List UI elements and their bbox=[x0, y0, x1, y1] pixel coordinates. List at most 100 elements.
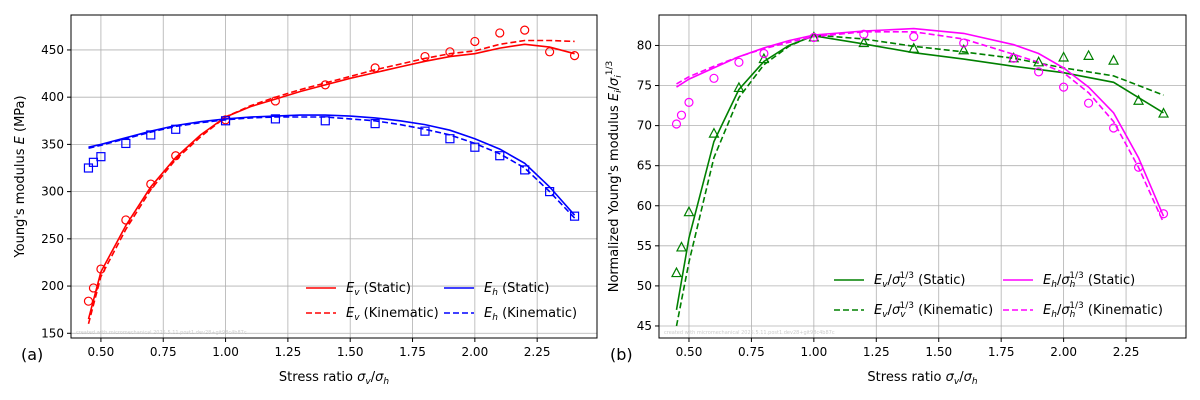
x-tick-label: 1.75 bbox=[988, 345, 1015, 359]
data-point bbox=[1033, 56, 1045, 67]
panel-a-chart: created with micromechanical 2025.5.11.p… bbox=[13, 14, 598, 387]
data-point bbox=[1058, 51, 1070, 62]
data-point bbox=[809, 32, 819, 43]
data-point bbox=[270, 114, 281, 124]
data-point bbox=[683, 205, 695, 217]
data-point bbox=[958, 43, 970, 55]
data-point bbox=[545, 47, 555, 57]
data-point bbox=[445, 134, 455, 144]
legend: Ev/σv1/3 (Static) Ev/σv1/3 (Kinematic) Eh/… bbox=[834, 271, 1163, 320]
data-point bbox=[733, 81, 745, 93]
x-axis-label: Stress ratio σv/σh bbox=[279, 370, 389, 387]
data-point bbox=[171, 151, 181, 161]
data-point bbox=[171, 124, 181, 134]
y-tick-label: 80 bbox=[637, 38, 652, 52]
data-point bbox=[88, 157, 99, 167]
data-point bbox=[908, 42, 920, 53]
x-tick-label: 0.75 bbox=[738, 345, 765, 359]
grid bbox=[71, 15, 597, 338]
legend-entry: Ev/σv1/3 (Kinematic) bbox=[874, 301, 993, 320]
data-point bbox=[146, 130, 156, 140]
legend-entry: Eh/σh1/3 (Kinematic) bbox=[1043, 301, 1163, 320]
data-point bbox=[445, 47, 455, 57]
y-tick-label: 75 bbox=[637, 79, 652, 93]
y-tick-label: 65 bbox=[637, 159, 652, 173]
data-point bbox=[83, 163, 94, 173]
data-point bbox=[495, 28, 505, 38]
data-point bbox=[520, 165, 530, 175]
panel-label: (b) bbox=[610, 345, 633, 364]
x-tick-label: 2.25 bbox=[524, 345, 551, 359]
y-tick-label: 350 bbox=[41, 137, 64, 151]
y-tick-label: 60 bbox=[637, 199, 652, 213]
data-point bbox=[859, 29, 869, 39]
data-point bbox=[420, 51, 430, 62]
y-tick-label: 50 bbox=[637, 279, 652, 293]
x-tick-label: 0.50 bbox=[676, 345, 703, 359]
data-point bbox=[146, 179, 156, 189]
data-point bbox=[676, 110, 687, 120]
data-point bbox=[959, 38, 969, 48]
data-point bbox=[1133, 162, 1144, 172]
x-axis-label: Stress ratio σv/σh bbox=[867, 370, 977, 387]
data-point bbox=[270, 96, 281, 106]
data-point bbox=[675, 241, 687, 252]
y-tick-label: 300 bbox=[41, 185, 64, 199]
data-point bbox=[1108, 123, 1119, 133]
data-point bbox=[320, 80, 330, 90]
data-point bbox=[320, 116, 330, 126]
data-point bbox=[569, 51, 580, 61]
panel-b-chart: created with micromechanical 2025.5.11.p… bbox=[605, 14, 1187, 387]
data-point bbox=[684, 97, 694, 107]
data-point bbox=[569, 211, 580, 221]
data-point bbox=[88, 283, 99, 293]
y-tick-label: 450 bbox=[41, 43, 64, 57]
panel-label: (a) bbox=[21, 345, 43, 364]
data-point bbox=[96, 264, 106, 274]
legend-entry: Ev (Kinematic) bbox=[346, 306, 439, 323]
data-point bbox=[1083, 49, 1095, 60]
data-point bbox=[1133, 94, 1145, 105]
watermark: created with micromechanical 2025.5.11.p… bbox=[76, 330, 247, 336]
series-line bbox=[675, 34, 1164, 311]
legend-entry: Ev (Static) bbox=[346, 281, 411, 298]
x-tick-label: 1.25 bbox=[863, 345, 890, 359]
data-point bbox=[121, 215, 131, 225]
y-tick-label: 200 bbox=[41, 279, 64, 293]
x-tick-label: 2.00 bbox=[1050, 345, 1077, 359]
y-tick-label: 70 bbox=[637, 119, 652, 133]
data-point bbox=[1009, 53, 1019, 63]
series-line bbox=[676, 30, 1165, 223]
data-point bbox=[1034, 67, 1044, 77]
data-point bbox=[121, 138, 131, 149]
data-point bbox=[734, 57, 744, 67]
legend-entry: Ev/σv1/3 (Static) bbox=[874, 271, 965, 290]
data-point bbox=[83, 296, 94, 306]
data-point bbox=[909, 32, 919, 42]
x-tick-label: 1.50 bbox=[337, 345, 364, 359]
data-point bbox=[1158, 209, 1169, 219]
legend-entry: Eh (Kinematic) bbox=[484, 306, 577, 323]
legend-entry: Eh/σh1/3 (Static) bbox=[1043, 271, 1135, 290]
watermark: created with micromechanical 2025.5.11.p… bbox=[664, 330, 835, 336]
y-axis-label: Normalized Young's modulus Ei/σi1/3 bbox=[605, 61, 624, 292]
x-tick-label: 0.75 bbox=[150, 345, 177, 359]
series-line bbox=[88, 114, 576, 216]
data-point bbox=[671, 119, 682, 129]
data-point bbox=[470, 142, 480, 152]
data-point bbox=[759, 48, 769, 59]
data-point bbox=[370, 63, 380, 73]
x-tick-label: 1.00 bbox=[800, 345, 827, 359]
x-tick-label: 1.75 bbox=[399, 345, 426, 359]
y-tick-label: 55 bbox=[637, 239, 652, 253]
y-tick-label: 45 bbox=[637, 319, 652, 333]
data-point bbox=[1108, 54, 1120, 65]
series-line bbox=[675, 34, 1164, 327]
data-point bbox=[708, 127, 720, 138]
x-tick-label: 2.00 bbox=[461, 345, 488, 359]
data-point bbox=[1158, 107, 1170, 118]
data-point bbox=[545, 187, 555, 197]
series-line bbox=[87, 43, 575, 320]
data-point bbox=[495, 151, 505, 161]
